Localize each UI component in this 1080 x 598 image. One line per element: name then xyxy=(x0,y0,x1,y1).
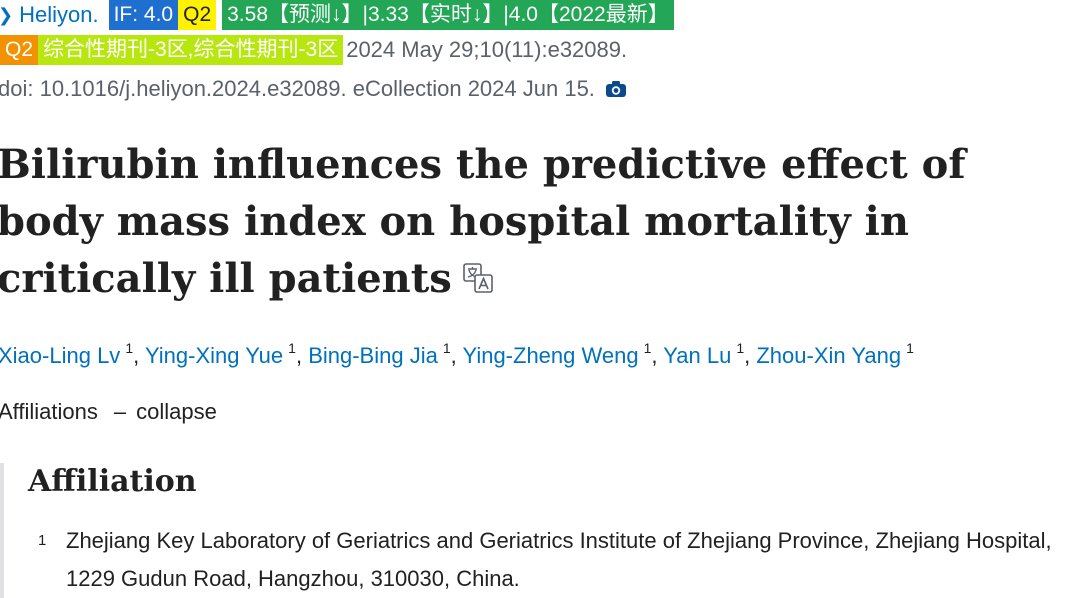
journal-link[interactable]: ❯ Heliyon. xyxy=(0,2,99,28)
quartile-badge-2: Q2 xyxy=(0,35,39,65)
collapse-link[interactable]: collapse xyxy=(136,399,217,424)
author-separator: , xyxy=(295,343,309,368)
author-item: Ying-Zheng Weng 1, xyxy=(462,340,664,368)
author-separator: , xyxy=(744,343,757,368)
affiliation-ref[interactable]: 1 xyxy=(643,340,652,356)
author-link[interactable]: Zhou-Xin Yang xyxy=(756,343,902,368)
citation-line: ❯ Heliyon. IF: 4.0 Q2 3.58【预测↓】|3.33【实时↓… xyxy=(0,0,674,30)
article-title-text: Bilirubin influences the predictive effe… xyxy=(0,141,966,302)
author-item: Xiao-Ling Lv 1, xyxy=(0,340,145,368)
impact-factor-badge: IF: 4.0 xyxy=(108,0,179,30)
category-badge: 综合性期刊-3区,综合性期刊-3区 xyxy=(38,35,344,65)
author-link[interactable]: Ying-Zheng Weng xyxy=(462,343,639,368)
author-link[interactable]: Ying-Xing Yue xyxy=(144,343,284,368)
affiliation-ref[interactable]: 1 xyxy=(736,340,745,356)
author-link[interactable]: Yan Lu xyxy=(663,343,732,368)
affiliation-item: 1 Zhejiang Key Laboratory of Geriatrics … xyxy=(38,522,1078,598)
author-separator: , xyxy=(133,343,145,368)
author-item: Ying-Xing Yue 1, xyxy=(144,340,309,368)
translate-icon[interactable] xyxy=(462,262,494,294)
affiliation-ref[interactable]: 1 xyxy=(442,340,451,356)
author-link[interactable]: Xiao-Ling Lv xyxy=(0,343,121,368)
affiliation-ref[interactable]: 1 xyxy=(288,340,296,356)
quartile-badge: Q2 xyxy=(178,0,217,30)
author-list: Xiao-Ling Lv 1, Ying-Xing Yue 1, Bing-Bing… xyxy=(0,340,914,369)
author-item: Yan Lu 1, xyxy=(663,340,757,368)
affiliation-heading: Affiliation xyxy=(28,464,197,499)
author-item: Bing-Bing Jia 1, xyxy=(308,340,463,368)
affiliations-toggle[interactable]: Affiliations – collapse xyxy=(0,399,217,425)
toggle-dash: – xyxy=(113,399,127,424)
chevron-right-icon: ❯ xyxy=(0,5,13,26)
author-link[interactable]: Bing-Bing Jia xyxy=(308,343,438,368)
affiliation-ref[interactable]: 1 xyxy=(125,340,134,356)
publication-info: 2024 May 29;10(11):e32089. xyxy=(346,37,628,62)
if-history-badge: 3.58【预测↓】|3.33【实时↓】|4.0【2022最新】 xyxy=(222,0,674,30)
doi-text: doi: 10.1016/j.heliyon.2024.e32089. eCol… xyxy=(0,76,595,101)
citation-line-2: Q2 综合性期刊-3区,综合性期刊-3区 2024 May 29;10(11):… xyxy=(0,34,627,66)
camera-icon[interactable] xyxy=(605,80,627,98)
author-separator: , xyxy=(651,343,664,368)
doi-line: doi: 10.1016/j.heliyon.2024.e32089. eCol… xyxy=(0,74,627,104)
journal-name: Heliyon. xyxy=(19,2,99,27)
affiliations-label: Affiliations xyxy=(0,399,98,424)
affiliation-number: 1 xyxy=(38,532,47,549)
author-separator: , xyxy=(450,343,463,368)
affiliation-text: Zhejiang Key Laboratory of Geriatrics an… xyxy=(66,528,1052,591)
affiliation-ref[interactable]: 1 xyxy=(906,340,914,356)
affiliation-panel: Affiliation 1 Zhejiang Key Laboratory of… xyxy=(0,463,1080,598)
article-title: Bilirubin influences the predictive effe… xyxy=(0,136,1067,307)
author-item: Zhou-Xin Yang 1 xyxy=(756,340,914,368)
